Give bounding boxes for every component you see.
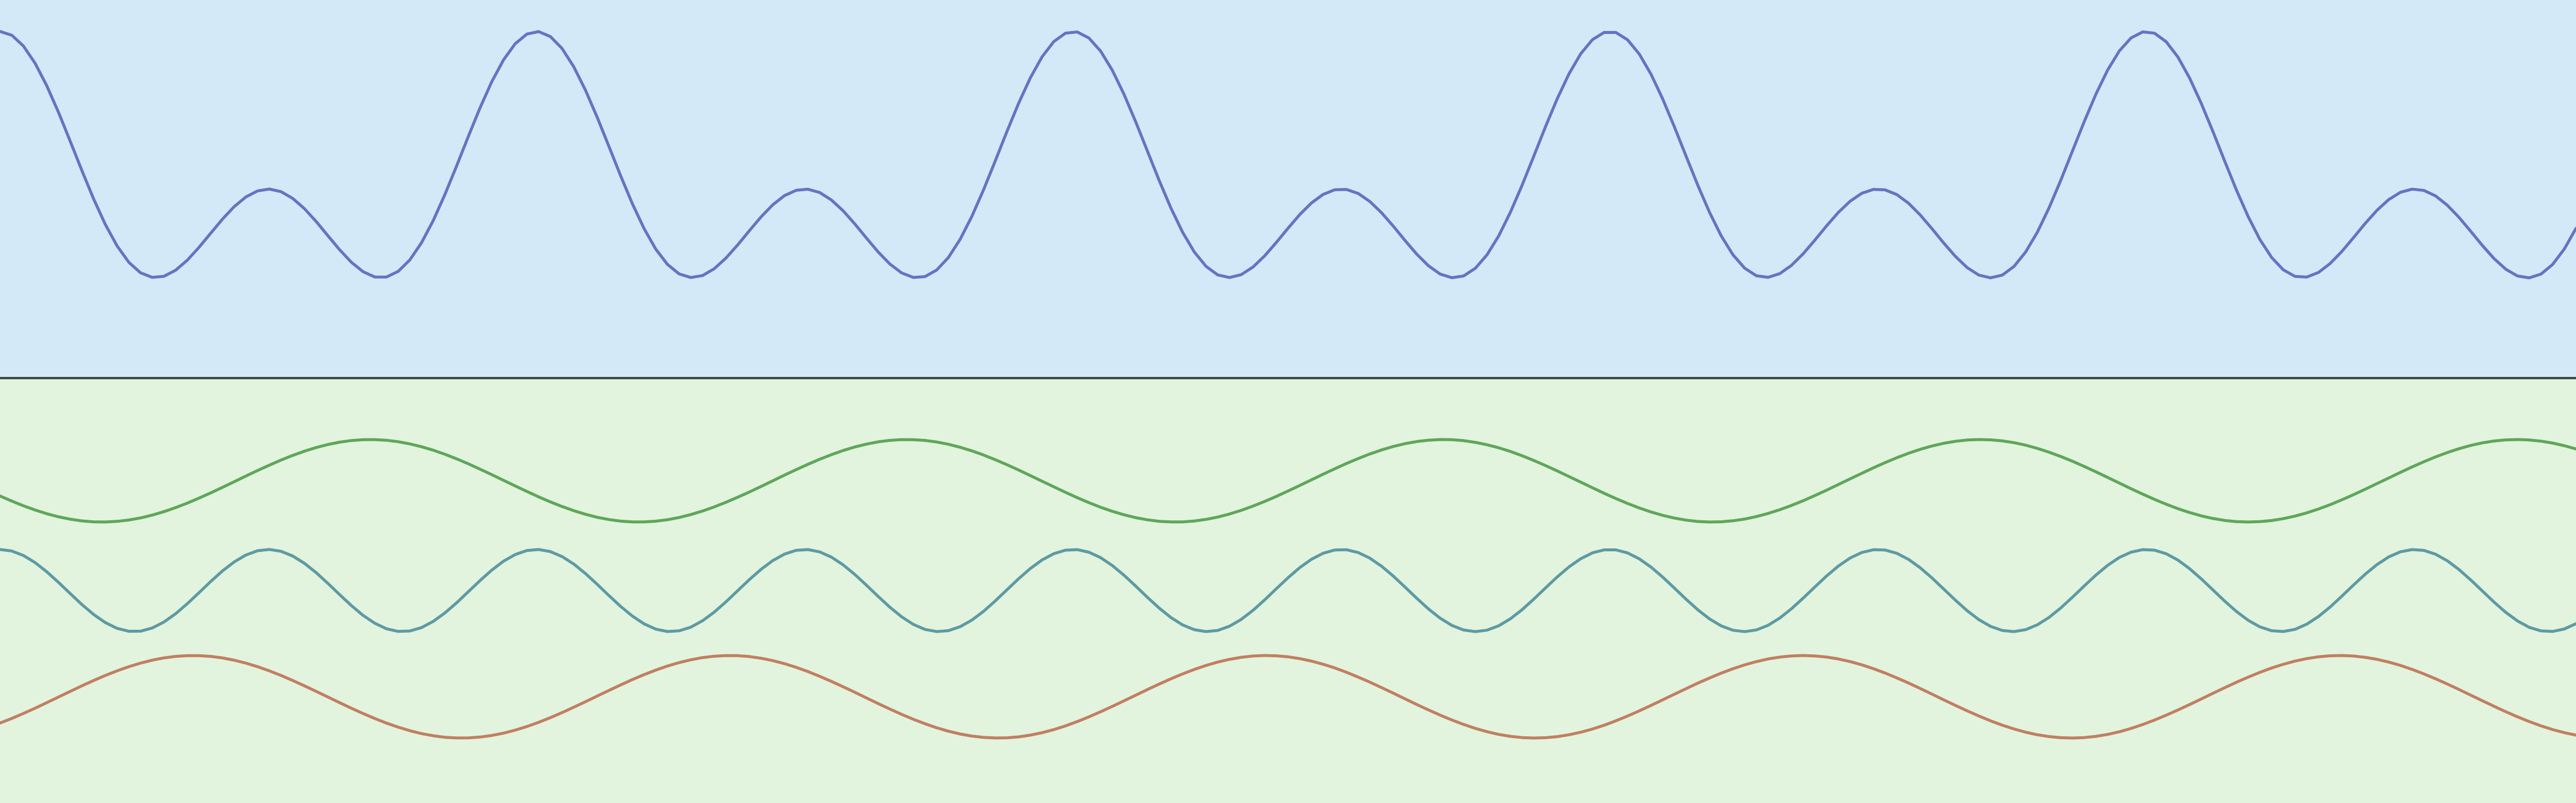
top-panel-series-line-1 — [0, 30, 2576, 280]
bottom-panel — [0, 438, 2576, 740]
bottom-panel-background — [0, 378, 2576, 803]
top-panel — [0, 30, 2576, 280]
bottom-panel-series-line-3 — [0, 654, 2576, 740]
bottom-panel-series-line-2 — [0, 548, 2576, 633]
bottom-panel-series-line-1 — [0, 438, 2576, 524]
top-panel-background — [0, 0, 2576, 378]
